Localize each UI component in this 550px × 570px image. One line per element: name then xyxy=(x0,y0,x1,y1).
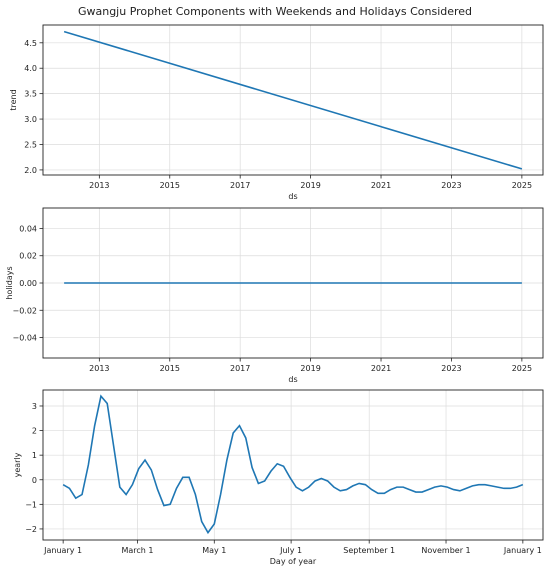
trend-ytick-label-4: 4.0 xyxy=(24,64,37,73)
trend-ytick-label-5: 4.5 xyxy=(24,39,37,48)
holidays-panel: 2013 2015 2017 2019 2021 2023 2025 −0.04 −0.02 0.… xyxy=(5,207,544,384)
yearly-ytick-label-4: 2 xyxy=(32,427,37,436)
trend-ytick-label-1: 2.5 xyxy=(24,140,37,149)
yearly-xtick-label-2: May 1 xyxy=(202,546,226,555)
holidays-xtick-label-2: 2017 xyxy=(230,364,250,373)
holidays-xtick-label-3: 2019 xyxy=(300,364,320,373)
yearly-xtick-label-0: January 1 xyxy=(43,546,82,555)
holidays-ytick-label-3: 0.02 xyxy=(19,252,37,261)
holidays-ytick-label-1: −0.02 xyxy=(12,306,37,315)
yearly-xtick-label-5: November 1 xyxy=(421,546,470,555)
yearly-xlabel: Day of year xyxy=(270,557,317,566)
trend-ytick-label-0: 2.0 xyxy=(24,166,37,175)
trend-xtick-label-1: 2015 xyxy=(160,181,180,190)
holidays-xtick-label-5: 2023 xyxy=(441,364,461,373)
trend-xtick-label-4: 2021 xyxy=(371,181,391,190)
holidays-xtick-label-0: 2013 xyxy=(89,364,109,373)
yearly-ytick-label-0: −2 xyxy=(25,525,37,534)
trend-ytick-label-2: 3.0 xyxy=(24,115,37,124)
trend-ylabel: trend xyxy=(9,89,18,110)
holidays-ytick-label-4: 0.04 xyxy=(19,224,37,233)
trend-xtick-label-3: 2019 xyxy=(300,181,320,190)
holidays-xtick-label-4: 2021 xyxy=(371,364,391,373)
holidays-ytick-label-0: −0.04 xyxy=(12,334,37,343)
yearly-ytick-label-2: 0 xyxy=(32,476,37,485)
yearly-ytick-label-5: 3 xyxy=(32,402,37,411)
trend-ytick-label-3: 3.5 xyxy=(24,90,37,99)
yearly-xtick-label-4: September 1 xyxy=(343,546,395,555)
yearly-panel: January 1 March 1 May 1 July 1 September 1 No… xyxy=(13,389,544,566)
yearly-xtick-label-3: July 1 xyxy=(279,546,302,555)
trend-panel: 2013 2015 2017 2019 2021 2023 2025 2.0 2.5 3.0 3.5… xyxy=(9,24,544,201)
trend-xtick-label-6: 2025 xyxy=(512,181,532,190)
yearly-xtick-label-1: March 1 xyxy=(121,546,153,555)
trend-series-line-0 xyxy=(63,30,523,170)
yearly-ytick-label-1: −1 xyxy=(25,500,37,509)
holidays-xtick-label-6: 2025 xyxy=(512,364,532,373)
trend-xtick-label-5: 2023 xyxy=(441,181,461,190)
yearly-xtick-label-6: January 1 xyxy=(503,546,542,555)
yearly-axes-frame xyxy=(42,389,544,541)
figure-title: Gwangju Prophet Components with Weekends… xyxy=(78,5,472,18)
holidays-ylabel: holidays xyxy=(5,266,14,299)
holidays-ytick-label-2: 0.00 xyxy=(19,279,37,288)
trend-xtick-label-2: 2017 xyxy=(230,181,250,190)
trend-xlabel: ds xyxy=(288,192,297,201)
holidays-xtick-label-1: 2015 xyxy=(160,364,180,373)
trend-xtick-label-0: 2013 xyxy=(89,181,109,190)
yearly-series-line-0 xyxy=(62,394,524,535)
yearly-ytick-label-3: 1 xyxy=(32,451,37,460)
holidays-xlabel: ds xyxy=(288,375,297,384)
yearly-ylabel: yearly xyxy=(13,452,22,477)
trend-axes-frame xyxy=(42,24,544,176)
